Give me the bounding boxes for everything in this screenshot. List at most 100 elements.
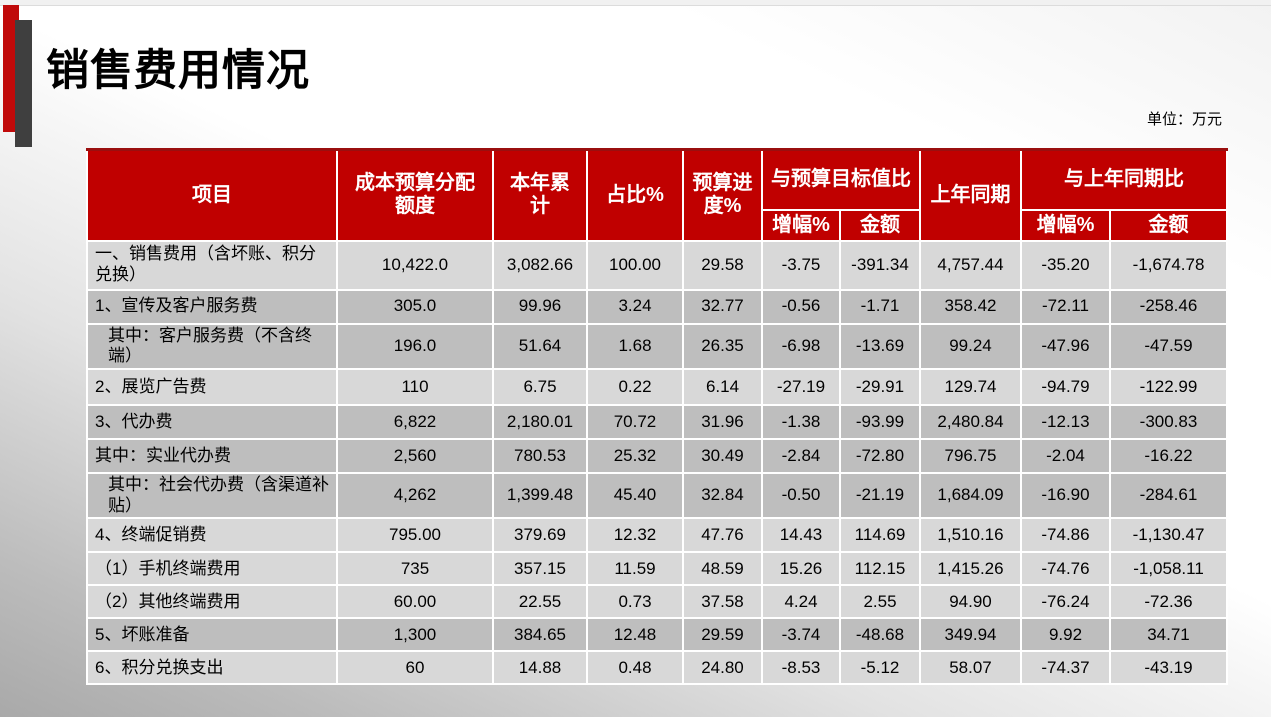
cell-value: -43.19 bbox=[1109, 650, 1228, 686]
cell-value: 796.75 bbox=[919, 437, 1022, 474]
cell-value: -27.19 bbox=[761, 367, 841, 406]
cell-value: 15.26 bbox=[761, 551, 841, 587]
cell-value: 305.0 bbox=[336, 288, 494, 325]
cell-value: -8.53 bbox=[761, 650, 841, 686]
cell-value: 9.92 bbox=[1020, 617, 1111, 653]
row-label: （2）其他终端费用 bbox=[86, 584, 338, 620]
table-row: 其中：社会代办费（含渠道补贴） 4,262 1,399.48 45.40 32.84 -0… bbox=[86, 471, 1228, 520]
cell-value: -5.12 bbox=[839, 650, 921, 686]
cell-value: 735 bbox=[336, 551, 494, 587]
sales-expense-table: 项目 成本预算分配额度 本年累计 占比% 预算进度% 与预算目标值比 上年同期 … bbox=[86, 148, 1228, 686]
table-row: （2）其他终端费用 60.00 22.55 0.73 37.58 4.24 2.55 94.9… bbox=[86, 584, 1228, 620]
cell-value: 99.96 bbox=[492, 288, 588, 325]
cell-value: -12.13 bbox=[1020, 403, 1111, 440]
cell-value: -2.04 bbox=[1020, 437, 1111, 474]
table-row: 1、宣传及客户服务费 305.0 99.96 3.24 32.77 -0.56 -1.71 3… bbox=[86, 288, 1228, 325]
row-label: 3、代办费 bbox=[86, 403, 338, 440]
cell-value: 795.00 bbox=[336, 517, 494, 554]
table-row: 6、积分兑换支出 60 14.88 0.48 24.80 -8.53 -5.12 58.07-… bbox=[86, 650, 1228, 686]
col-header-vs-budget-target: 与预算目标值比 bbox=[761, 148, 921, 211]
cell-value: -48.68 bbox=[839, 617, 921, 653]
row-label: 其中：社会代办费（含渠道补贴） bbox=[86, 471, 338, 520]
cell-value: 6,822 bbox=[336, 403, 494, 440]
cell-value: -47.59 bbox=[1109, 322, 1228, 370]
cell-value: -0.56 bbox=[761, 288, 841, 325]
cell-value: 14.43 bbox=[761, 517, 841, 554]
subcol-header-budget-amount: 金额 bbox=[839, 208, 921, 242]
cell-value: 99.24 bbox=[919, 322, 1022, 370]
table-header: 项目 成本预算分配额度 本年累计 占比% 预算进度% 与预算目标值比 上年同期 … bbox=[86, 148, 1228, 242]
cell-value: -72.80 bbox=[839, 437, 921, 474]
cell-value: 60.00 bbox=[336, 584, 494, 620]
cell-value: -1.71 bbox=[839, 288, 921, 325]
col-header-ytd-total: 本年累计 bbox=[492, 148, 588, 242]
cell-value: 114.69 bbox=[839, 517, 921, 554]
table-row: 其中：实业代办费 2,560 780.53 25.32 30.49 -2.84 -72.80… bbox=[86, 437, 1228, 474]
cell-value: -21.19 bbox=[839, 471, 921, 520]
cell-value: -6.98 bbox=[761, 322, 841, 370]
subcol-header-prev-amount: 金额 bbox=[1109, 208, 1228, 242]
cell-value: 31.96 bbox=[682, 403, 763, 440]
cell-value: 29.58 bbox=[682, 239, 763, 291]
cell-value: 1,399.48 bbox=[492, 471, 588, 520]
cell-value: 22.55 bbox=[492, 584, 588, 620]
row-label: 1、宣传及客户服务费 bbox=[86, 288, 338, 325]
cell-value: 58.07 bbox=[919, 650, 1022, 686]
cell-value: 4.24 bbox=[761, 584, 841, 620]
unit-note: 单位：万元 bbox=[1146, 111, 1222, 128]
cell-value: 3.24 bbox=[586, 288, 684, 325]
cell-value: 2,480.84 bbox=[919, 403, 1022, 440]
cell-value: 32.84 bbox=[682, 471, 763, 520]
row-label: 6、积分兑换支出 bbox=[86, 650, 338, 686]
cell-value: 2,180.01 bbox=[492, 403, 588, 440]
cell-value: -3.74 bbox=[761, 617, 841, 653]
cell-value: -72.36 bbox=[1109, 584, 1228, 620]
cell-value: -74.86 bbox=[1020, 517, 1111, 554]
cell-value: -1,058.11 bbox=[1109, 551, 1228, 587]
subcol-header-prev-growth-pct: 增幅% bbox=[1020, 208, 1111, 242]
slide-top-edge bbox=[0, 0, 1271, 6]
cell-value: 10,422.0 bbox=[336, 239, 494, 291]
cell-value: 1.68 bbox=[586, 322, 684, 370]
row-label: 其中：客户服务费（不含终端） bbox=[86, 322, 338, 370]
subcol-header-budget-growth-pct: 增幅% bbox=[761, 208, 841, 242]
cell-value: 37.58 bbox=[682, 584, 763, 620]
cell-value: -1.38 bbox=[761, 403, 841, 440]
cell-value: 0.48 bbox=[586, 650, 684, 686]
col-header-vs-prev-year: 与上年同期比 bbox=[1020, 148, 1228, 211]
cell-value: -13.69 bbox=[839, 322, 921, 370]
cell-value: 12.48 bbox=[586, 617, 684, 653]
title-accent-dark-bar bbox=[15, 20, 32, 147]
col-header-item: 项目 bbox=[86, 148, 338, 242]
cell-value: 45.40 bbox=[586, 471, 684, 520]
cell-value: 25.32 bbox=[586, 437, 684, 474]
cell-value: 14.88 bbox=[492, 650, 588, 686]
cell-value: 780.53 bbox=[492, 437, 588, 474]
cell-value: -93.99 bbox=[839, 403, 921, 440]
cell-value: -16.90 bbox=[1020, 471, 1111, 520]
table-row: 2、展览广告费 110 6.75 0.22 6.14 -27.19 -29.91 129.74… bbox=[86, 367, 1228, 406]
cell-value: 349.94 bbox=[919, 617, 1022, 653]
cell-value: -47.96 bbox=[1020, 322, 1111, 370]
cell-value: 30.49 bbox=[682, 437, 763, 474]
table-row: 5、坏账准备 1,300 384.65 12.48 29.59 -3.74 -48.68 34… bbox=[86, 617, 1228, 653]
cell-value: 1,684.09 bbox=[919, 471, 1022, 520]
row-label: 2、展览广告费 bbox=[86, 367, 338, 406]
cell-value: 47.76 bbox=[682, 517, 763, 554]
cell-value: 110 bbox=[336, 367, 494, 406]
cell-value: 70.72 bbox=[586, 403, 684, 440]
cell-value: 112.15 bbox=[839, 551, 921, 587]
cell-value: 29.59 bbox=[682, 617, 763, 653]
cell-value: -1,674.78 bbox=[1109, 239, 1228, 291]
cell-value: -0.50 bbox=[761, 471, 841, 520]
cell-value: -391.34 bbox=[839, 239, 921, 291]
cell-value: 3,082.66 bbox=[492, 239, 588, 291]
page-title: 销售费用情况 bbox=[46, 47, 310, 95]
cell-value: 129.74 bbox=[919, 367, 1022, 406]
cell-value: -94.79 bbox=[1020, 367, 1111, 406]
cell-value: -72.11 bbox=[1020, 288, 1111, 325]
table-row: 3、代办费 6,822 2,180.01 70.72 31.96 -1.38 -93.99 2… bbox=[86, 403, 1228, 440]
cell-value: -2.84 bbox=[761, 437, 841, 474]
col-header-share-pct: 占比% bbox=[586, 148, 684, 242]
